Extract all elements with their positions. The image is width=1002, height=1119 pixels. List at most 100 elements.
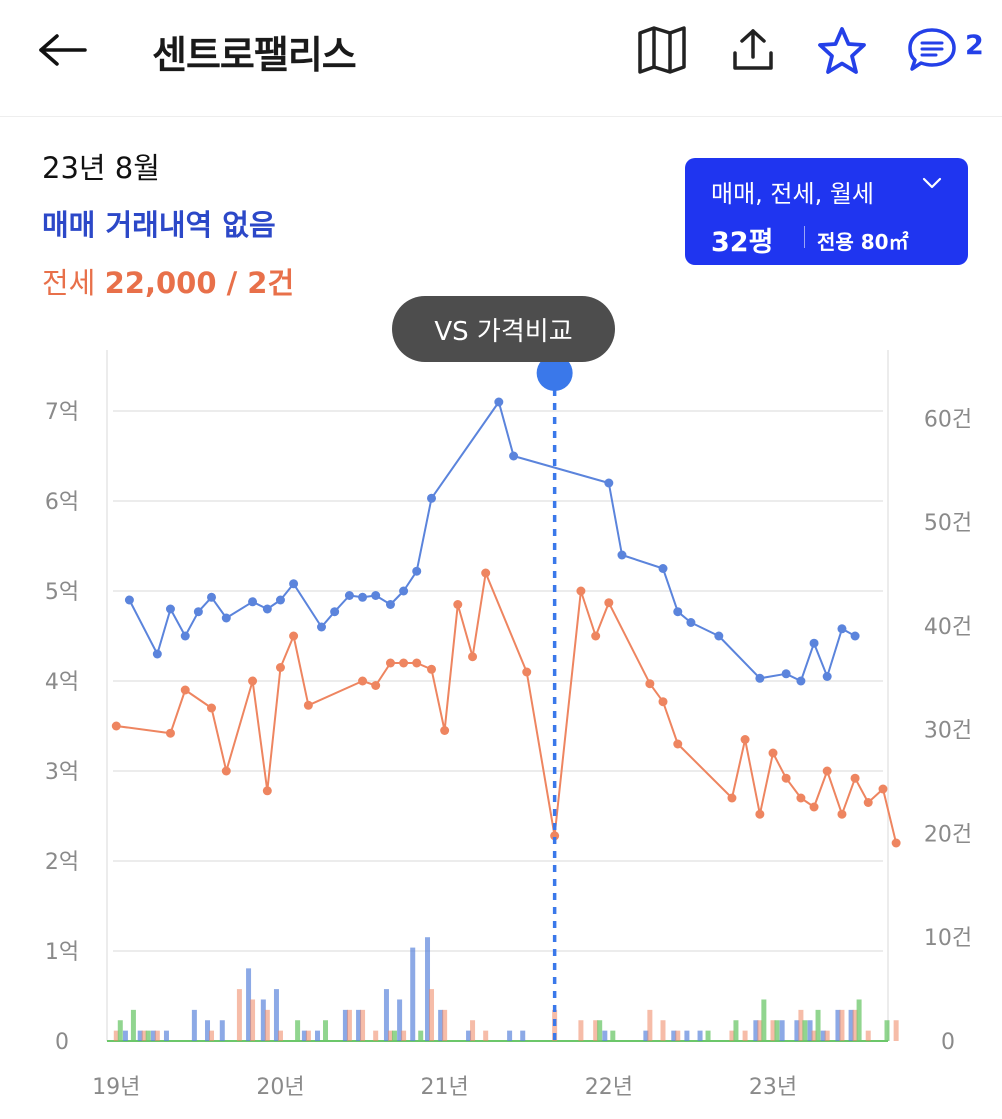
sale-price-point xyxy=(221,613,231,623)
sale-volume-bar xyxy=(163,1030,169,1041)
jeonse-volume-bar xyxy=(865,1030,871,1041)
jeonse-volume-bar xyxy=(660,1020,666,1041)
jeonse-volume-bar xyxy=(483,1030,489,1041)
jeonse-volume-bar xyxy=(770,1020,776,1041)
x-tick-label: 22년 xyxy=(585,1075,633,1100)
sale-volume-bar xyxy=(273,989,279,1041)
price-chart[interactable]: 0 1억 2억 3억 4억 5억 6억 7억 0 10건 20건 30건 40건 50건 60건 19년 20년… xyxy=(0,330,1002,1119)
jeonse-price-point xyxy=(303,700,313,710)
y-left-tick-label: 4억 xyxy=(45,670,79,695)
sale-volume-bar xyxy=(315,1030,321,1041)
sale-price-point xyxy=(796,676,806,686)
y-left-tick-label: 0 xyxy=(55,1030,69,1055)
sale-price-point xyxy=(262,604,272,614)
sale-price-point xyxy=(781,669,791,679)
jeonse-price-point xyxy=(673,739,683,749)
favorite-button[interactable] xyxy=(812,22,872,80)
sale-volume-bar xyxy=(697,1030,703,1041)
jeonse-price-point xyxy=(727,793,737,803)
jeonse-price-point xyxy=(440,726,450,735)
sale-volume-bar xyxy=(507,1030,513,1041)
sale-volume-bar xyxy=(848,1009,854,1041)
price-compare-button[interactable]: VS 가격비교 xyxy=(392,296,615,362)
sale-volume-bar xyxy=(122,1030,128,1041)
x-tick-label: 23년 xyxy=(749,1075,797,1100)
jeonse-price-point xyxy=(111,721,121,731)
jeonse-volume-bar xyxy=(647,1009,653,1041)
back-button[interactable] xyxy=(30,26,96,74)
jeonse-price-point xyxy=(755,809,765,819)
sale-price-point xyxy=(658,564,668,573)
sale-volume-bar xyxy=(671,1030,677,1041)
monthly-volume-bar xyxy=(856,999,862,1041)
monthly-volume-bar xyxy=(130,1009,136,1041)
y-right-tick-label: 50건 xyxy=(924,511,972,536)
pyeong-size: 32평 xyxy=(711,227,774,258)
sale-volume-bar xyxy=(779,1020,785,1041)
jeonse-price-point xyxy=(427,664,437,674)
grid-lines xyxy=(106,350,889,1042)
sale-price-point xyxy=(371,591,381,600)
jeonse-price-point xyxy=(522,667,532,677)
sale-price-point xyxy=(275,595,285,605)
sale-price-point xyxy=(248,597,258,607)
jeonse-price-point xyxy=(468,652,478,662)
trade-types: 매매, 전세, 월세 xyxy=(711,180,874,208)
monthly-volume-bar xyxy=(418,1030,424,1041)
trade-filter-button[interactable]: 매매, 전세, 월세 32평 전용 80㎡ xyxy=(685,158,968,265)
sale-summary: 매매 거래내역 없음 xyxy=(42,208,276,242)
jeonse-volume-bar xyxy=(387,1030,393,1041)
sale-price-point xyxy=(412,566,422,576)
monthly-volume-bar xyxy=(295,1020,301,1041)
sale-volume-bar xyxy=(137,1030,143,1041)
jeonse-price-point xyxy=(658,697,668,707)
jeonse-price-point xyxy=(275,663,285,672)
jeonse-price-point xyxy=(165,728,175,738)
monthly-volume-bar xyxy=(117,1020,123,1041)
jeonse-volume-bar xyxy=(264,1009,270,1041)
sale-price-point xyxy=(399,586,409,596)
y-left-tick-label: 1억 xyxy=(45,940,79,965)
sale-price-point xyxy=(180,631,190,641)
jeonse-volume-bar xyxy=(113,1030,119,1041)
back-arrow-icon xyxy=(39,34,87,66)
jeonse-price-point xyxy=(358,676,368,686)
monthly-volume-bar xyxy=(774,1020,780,1041)
sale-volume-bar xyxy=(260,999,266,1041)
comments-button[interactable] xyxy=(902,22,962,78)
y-right-tick-label: 40건 xyxy=(924,615,972,640)
jeonse-price-point xyxy=(591,631,601,641)
jeonse-volume-bar xyxy=(442,1009,448,1041)
monthly-volume-bar xyxy=(391,1030,397,1041)
page-title: 센트로팰리스 xyxy=(152,33,357,77)
sale-volume-bar xyxy=(520,1030,526,1041)
jeonse-price-point xyxy=(550,831,560,841)
x-tick-label: 19년 xyxy=(92,1075,140,1100)
jeonse-volume-bar xyxy=(729,1030,735,1041)
sale-price-point xyxy=(686,618,696,627)
jeonse-volume-bar xyxy=(578,1020,584,1041)
monthly-volume-bar xyxy=(323,1020,329,1041)
sale-price-point xyxy=(193,607,203,617)
jeonse-volume-bar xyxy=(154,1030,160,1041)
selected-date: 23년 8월 xyxy=(42,151,160,185)
jeonse-price-point xyxy=(863,798,873,807)
jeonse-volume-bar xyxy=(470,1020,476,1041)
sale-volume-bar xyxy=(684,1030,690,1041)
jeonse-price-point xyxy=(453,600,463,609)
sale-volume-bar xyxy=(356,1009,362,1041)
y-left-tick-label: 6억 xyxy=(45,490,79,515)
sale-volume-bar xyxy=(835,1009,841,1041)
jeonse-volume-bar xyxy=(811,1030,817,1041)
jeonse-price-point xyxy=(809,802,819,812)
sale-volume-bar xyxy=(397,999,403,1041)
selection-cursor[interactable] xyxy=(536,355,573,1041)
map-button[interactable] xyxy=(632,22,692,78)
exclusive-area: 전용 80㎡ xyxy=(817,230,909,254)
sale-volume-bar xyxy=(753,1020,759,1041)
sale-price-point xyxy=(124,595,134,605)
jeonse-price-point xyxy=(481,568,491,578)
monthly-volume-bar xyxy=(705,1030,711,1041)
share-button[interactable] xyxy=(724,22,782,78)
jeonse-price-point xyxy=(781,773,791,783)
